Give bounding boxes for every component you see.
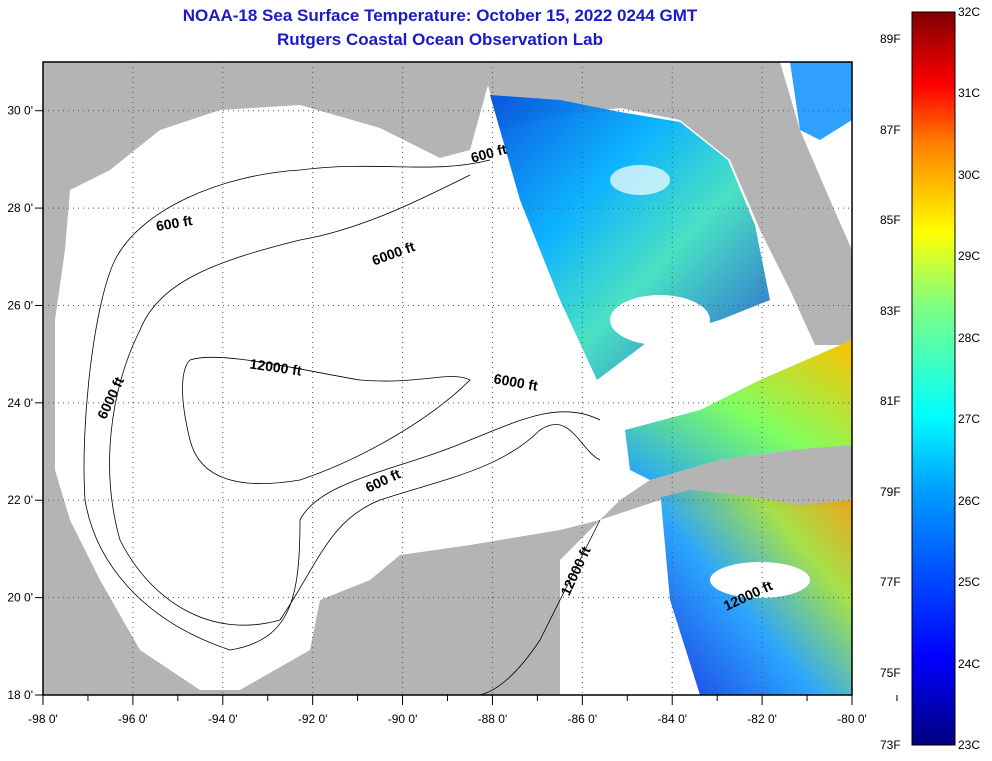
lat-tick-label: 22 0': [7, 493, 33, 507]
bathymetry-contours: [83, 159, 601, 696]
sst-atlantic: [790, 62, 852, 140]
sst-florida-strait: [625, 340, 852, 480]
lat-tick-label: 18 0': [7, 688, 33, 702]
cloud-gap: [610, 165, 670, 195]
colorbar-celsius-label: 28C: [958, 330, 981, 345]
colorbar-fahrenheit-label: 73F: [880, 738, 901, 752]
lon-tick-label: -84 0': [657, 712, 687, 726]
colorbar-celsius-label: 27C: [958, 412, 981, 427]
map-title: NOAA-18 Sea Surface Temperature: October…: [182, 6, 698, 25]
lat-tick-label: 30 0': [7, 104, 33, 118]
lat-tick-label: 24 0': [7, 396, 33, 410]
colorbar-fahrenheit-label: 87F: [880, 122, 901, 137]
lat-tick-label: 26 0': [7, 298, 33, 312]
colorbar-fahrenheit-label: 79F: [880, 484, 901, 499]
contour-600ft: [83, 159, 601, 651]
lon-tick-label: -92 0': [298, 712, 328, 726]
lon-tick-label: -86 0': [568, 712, 598, 726]
lon-tick-label: -98 0': [28, 712, 58, 726]
colorbar-celsius-label: 31C: [958, 86, 981, 101]
lat-tick-label: 20 0': [7, 591, 33, 605]
lon-tick-label: -94 0': [208, 712, 238, 726]
lon-tick-label: -88 0': [478, 712, 508, 726]
colorbar-celsius-label: 24C: [958, 656, 981, 671]
colorbar-fahrenheit-label: 83F: [880, 303, 901, 318]
map-subtitle: Rutgers Coastal Ocean Observation Lab: [277, 30, 603, 49]
colorbar-fahrenheit-label: 75F: [880, 665, 901, 680]
contour-6000ft: [109, 174, 601, 626]
contour-label: 6000 ft: [493, 370, 540, 394]
colorbar-fahrenheit-label: 77F: [880, 575, 901, 590]
contour-label: 600 ft: [155, 212, 194, 234]
lon-tick-label: -80 0': [837, 712, 867, 726]
colorbar-fahrenheit-label: 85F: [880, 213, 901, 228]
contour-12000ft: [182, 356, 471, 484]
colorbar-celsius-label: 26C: [958, 493, 981, 508]
contour-12000ft-yucatan: [479, 519, 601, 696]
lon-tick-label: -96 0': [118, 712, 148, 726]
lat-tick-label: 28 0': [7, 201, 33, 215]
cloud-gap: [610, 295, 710, 345]
colorbar-celsius-label: 23C: [958, 738, 981, 752]
cuba: [640, 460, 852, 505]
colorbar-celsius-label: 32C: [958, 5, 981, 19]
colorbar-celsius-label: 25C: [958, 575, 981, 590]
contour-label: 12000 ft: [249, 355, 303, 378]
lon-tick-label: -90 0': [388, 712, 418, 726]
colorbar: [911, 11, 956, 746]
colorbar-celsius-label: 29C: [958, 249, 981, 264]
lon-tick-label: -82 0': [747, 712, 777, 726]
colorbar-fahrenheit-label: 81F: [880, 394, 901, 409]
colorbar-fahrenheit-label: 89F: [880, 32, 901, 47]
colorbar-celsius-label: 30C: [958, 167, 981, 182]
cloud-gap: [710, 562, 810, 598]
